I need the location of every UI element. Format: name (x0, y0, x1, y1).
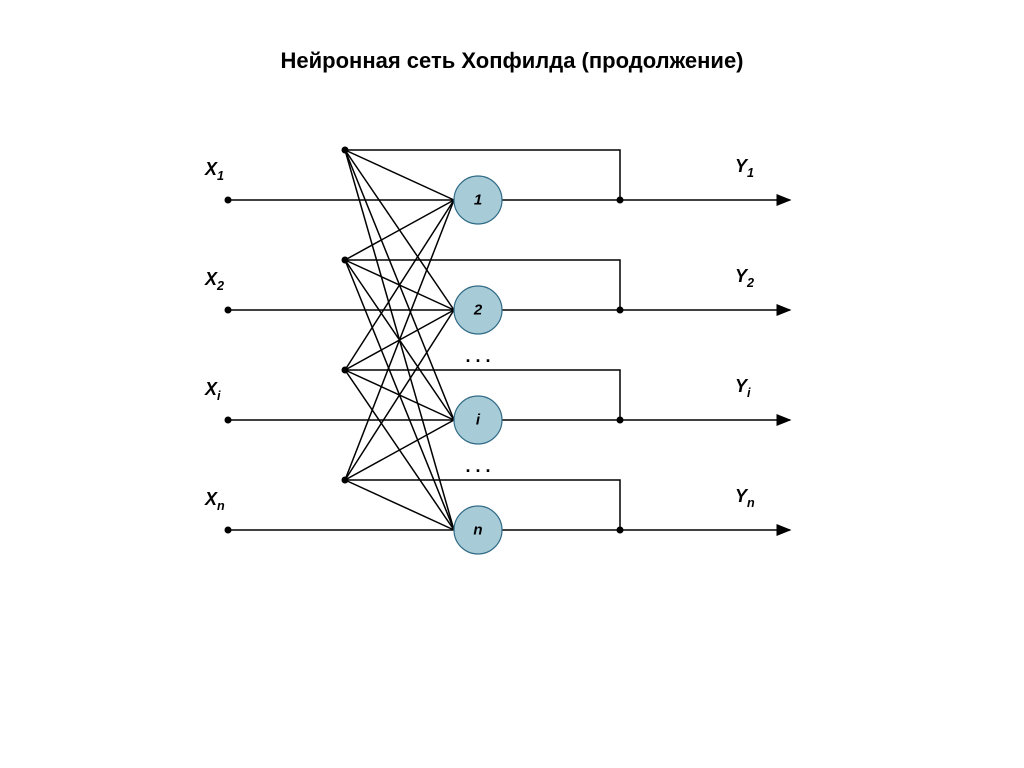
input-dot (225, 197, 232, 204)
output-branch-dot (617, 307, 624, 314)
edges (228, 150, 790, 530)
input-dot (225, 527, 232, 534)
ellipsis: . . . (465, 346, 490, 366)
neuron-label: 2 (473, 302, 483, 319)
output-label: Y2 (735, 266, 754, 290)
input-dot (225, 417, 232, 424)
output-label: Y1 (735, 156, 754, 180)
output-branch-dot (617, 527, 624, 534)
input-label: Xi (204, 379, 221, 403)
interconnect-edge (345, 200, 454, 480)
input-dot (225, 307, 232, 314)
input-label: Xn (204, 489, 225, 513)
neuron-label: 1 (474, 192, 482, 209)
input-labels: X1 X2 Xi Xn (204, 159, 232, 534)
output-labels: Y1 Y2 Yi Yn (617, 156, 756, 534)
output-label: Yn (735, 486, 755, 510)
hopfield-diagram: 12in X1X2XiXn Y1Y2YiYn . . .. . . (0, 0, 1024, 768)
ellipsis: . . . (465, 456, 490, 476)
neuron-label: n (473, 522, 482, 539)
output-branch-dot (617, 197, 624, 204)
input-label: X1 (204, 159, 224, 183)
output-branch-dot (617, 417, 624, 424)
output-label: Yi (735, 376, 751, 400)
input-label: X2 (204, 269, 224, 293)
